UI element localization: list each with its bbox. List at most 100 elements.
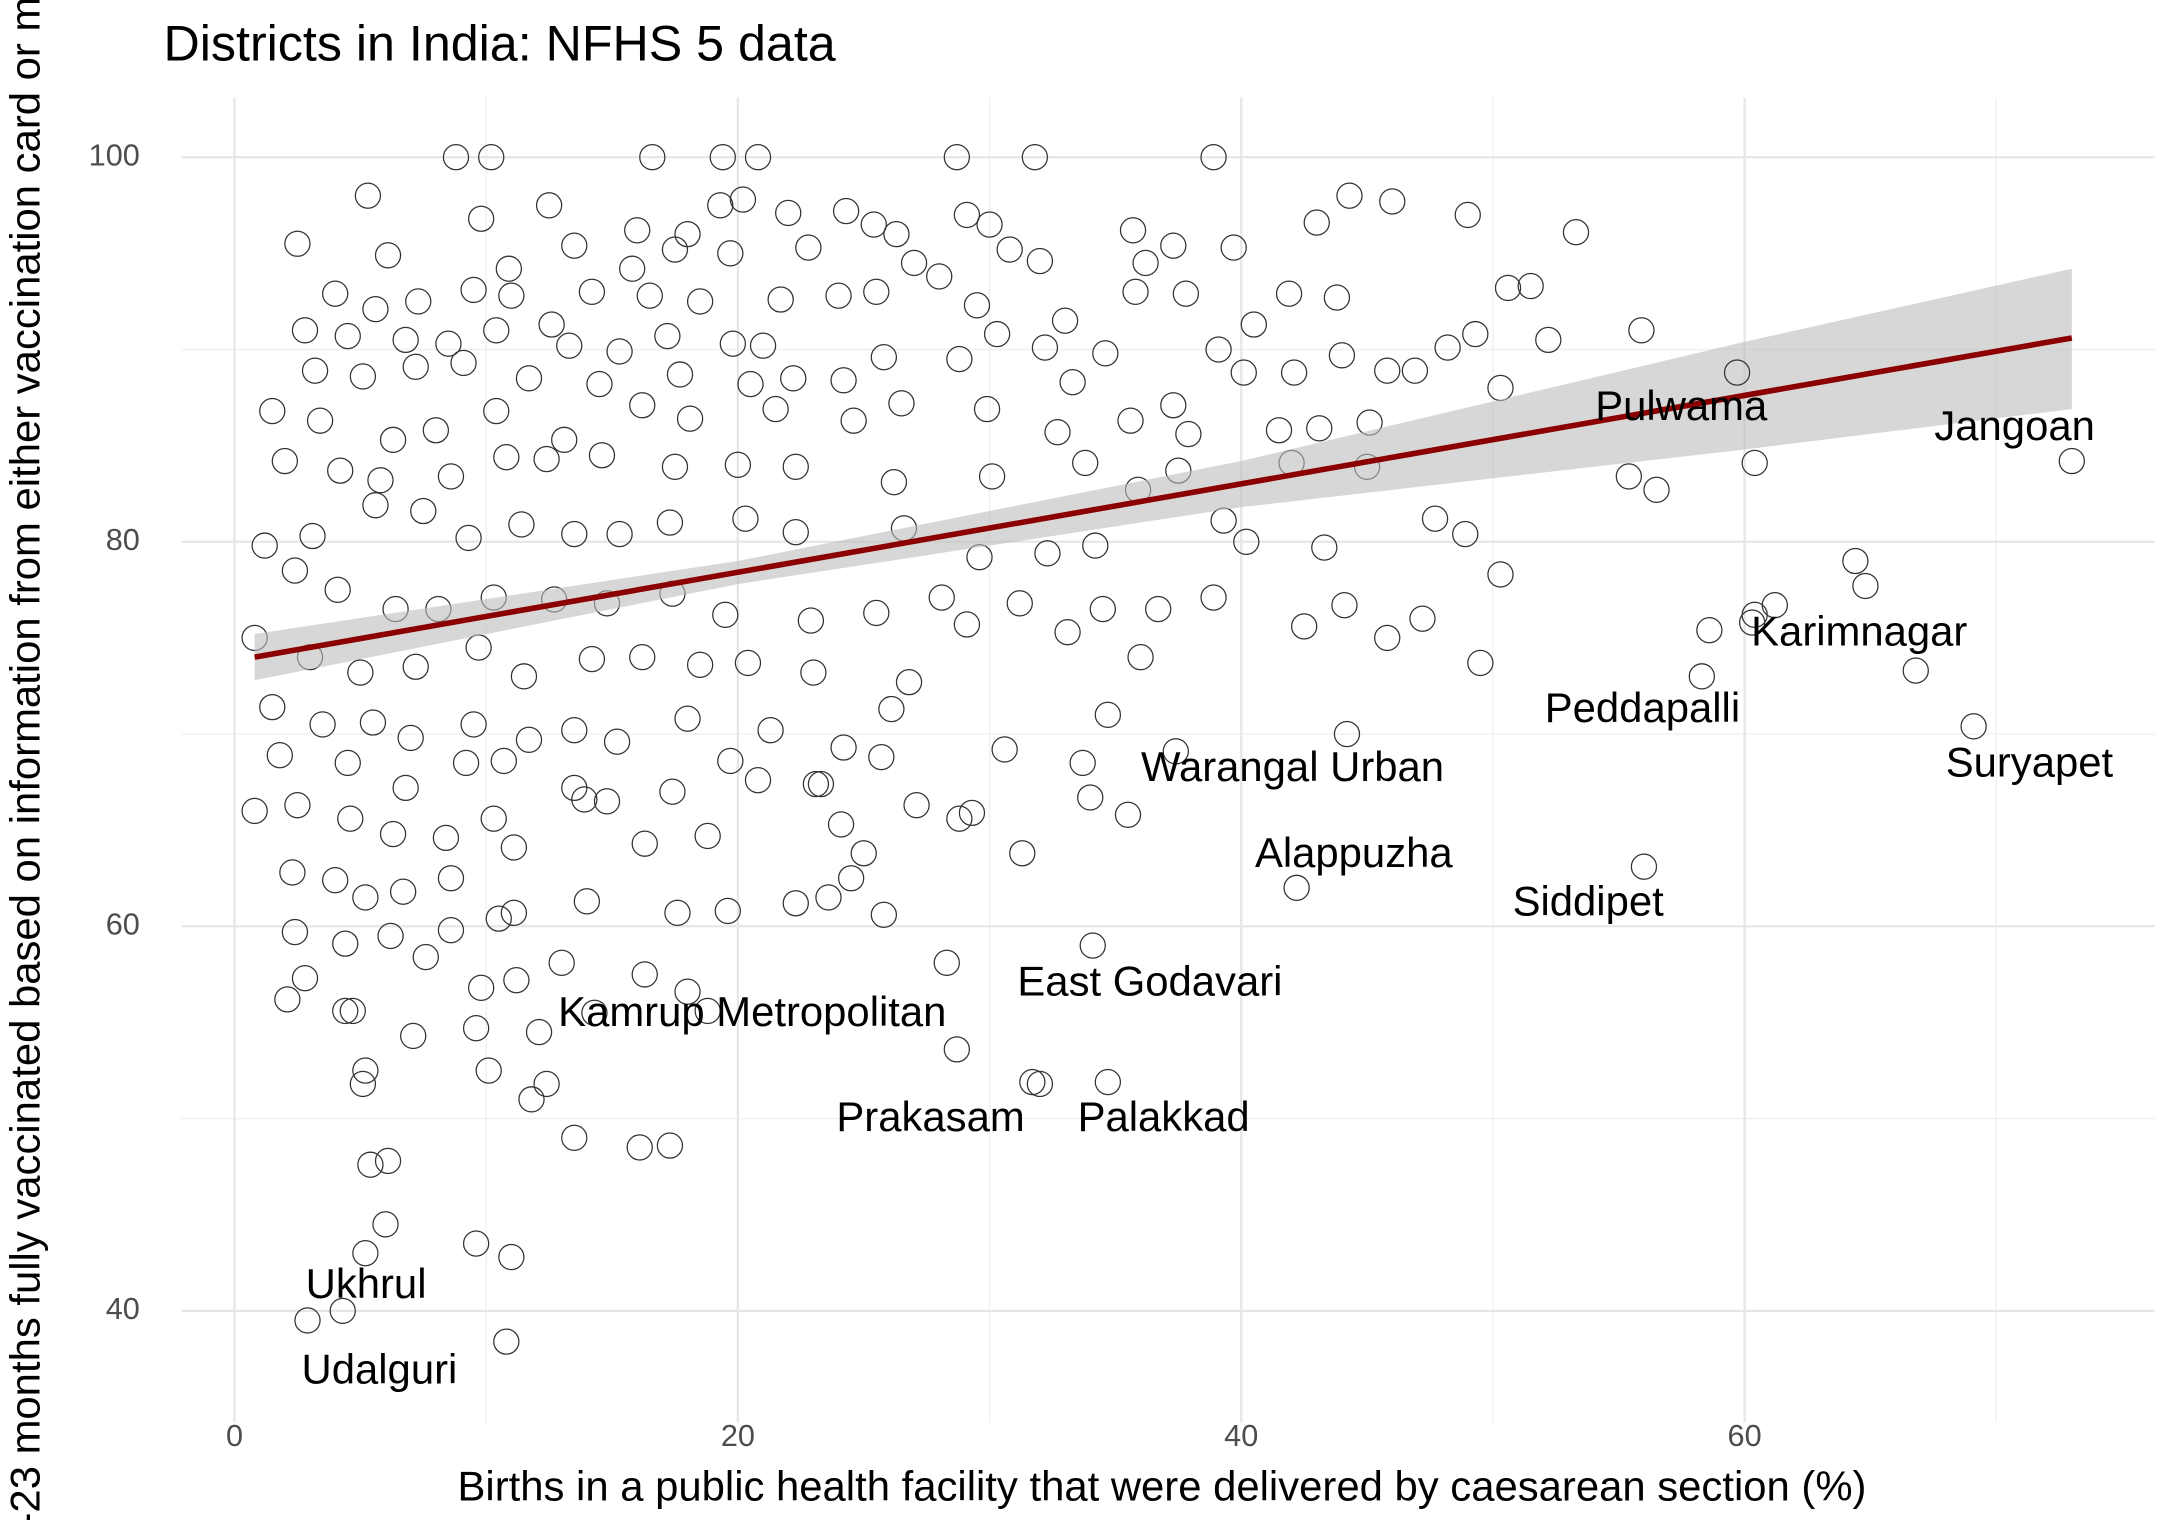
y-tick-label: 100 [89, 138, 140, 172]
data-point [744, 144, 772, 171]
data-point [1220, 234, 1247, 261]
data-point [1535, 326, 1562, 354]
data-point [1072, 449, 1099, 477]
data-point [996, 236, 1023, 263]
data-point [659, 778, 686, 805]
data-point [1643, 476, 1670, 504]
data-point [279, 859, 306, 886]
data-point [629, 392, 656, 419]
data-point [389, 878, 417, 905]
data-point [674, 220, 701, 248]
data-point [362, 295, 389, 323]
data-point [1331, 592, 1358, 619]
data-point [352, 1240, 379, 1267]
data-point [498, 1243, 525, 1271]
data-point [1094, 701, 1122, 728]
data-point [795, 234, 822, 261]
data-point [1127, 643, 1154, 671]
data-point [377, 922, 404, 950]
data-point [367, 467, 394, 494]
data-point [830, 367, 857, 394]
x-tick-label: 0 [226, 1419, 243, 1453]
data-point [1160, 232, 1187, 259]
data-point [291, 965, 319, 992]
data-point [978, 463, 1006, 490]
data-point [480, 805, 507, 832]
data-point [1119, 217, 1147, 244]
data-point [442, 144, 470, 171]
data-point [284, 792, 311, 819]
data-point [1026, 247, 1054, 275]
data-point [362, 492, 389, 519]
data-point [676, 405, 704, 432]
data-point [467, 205, 495, 232]
data-point [392, 774, 419, 802]
data-point [1434, 334, 1461, 361]
data-point [958, 799, 986, 827]
data-point [327, 457, 354, 484]
data-point [437, 865, 465, 892]
point-label: Kamrup Metropolitan [558, 988, 946, 1035]
data-point [334, 322, 361, 350]
data-point [309, 711, 336, 738]
data-point [1487, 374, 1514, 402]
data-point [397, 724, 424, 752]
data-point [500, 834, 528, 861]
data-point [1336, 182, 1363, 209]
data-point [963, 292, 991, 319]
data-point [1421, 505, 1449, 532]
data-point [953, 201, 981, 229]
point-label: Jangoan [1934, 402, 2094, 449]
data-point [392, 326, 419, 354]
data-point [1031, 334, 1059, 361]
data-point [664, 899, 691, 927]
data-point [895, 668, 923, 696]
data-point [991, 736, 1018, 763]
data-point [379, 820, 407, 848]
y-tick-label: 80 [106, 523, 140, 557]
data-point [1077, 784, 1104, 811]
point-label: Warangal Urban [1141, 743, 1444, 790]
point-label: Siddipet [1513, 877, 1665, 924]
data-point [352, 1057, 379, 1084]
data-point [1452, 520, 1479, 548]
data-point [656, 1132, 684, 1159]
data-point [1280, 359, 1308, 386]
data-point [483, 397, 510, 425]
data-point [324, 576, 351, 604]
data-point [973, 395, 1001, 423]
data-point [379, 426, 407, 454]
data-point [1303, 209, 1330, 236]
labeled-point [1114, 801, 1142, 828]
point-label: Pulwama [1595, 382, 1768, 429]
data-point [515, 365, 543, 392]
data-point [525, 1018, 553, 1046]
data-point [281, 918, 309, 946]
data-point [639, 144, 666, 171]
data-point [686, 651, 714, 679]
point-label: Suryapet [1946, 738, 2114, 785]
data-point [515, 726, 543, 753]
data-point [1265, 417, 1293, 444]
data-point [1205, 336, 1232, 363]
labeled-point [493, 1328, 520, 1355]
data-point [1069, 749, 1096, 777]
data-point [656, 509, 684, 536]
data-point [807, 770, 835, 798]
data-point [800, 659, 827, 686]
data-point [1145, 595, 1172, 623]
data-point [374, 1147, 402, 1175]
data-point [460, 276, 487, 304]
data-point [782, 890, 809, 917]
data-point [1454, 201, 1481, 229]
data-point [1089, 595, 1117, 623]
data-point [561, 520, 588, 548]
labeled-point [1019, 1068, 1046, 1096]
data-point [1374, 624, 1401, 652]
data-point [334, 749, 361, 777]
data-point [618, 255, 646, 282]
data-point [465, 634, 492, 661]
data-point [714, 897, 741, 925]
data-point [830, 734, 857, 761]
